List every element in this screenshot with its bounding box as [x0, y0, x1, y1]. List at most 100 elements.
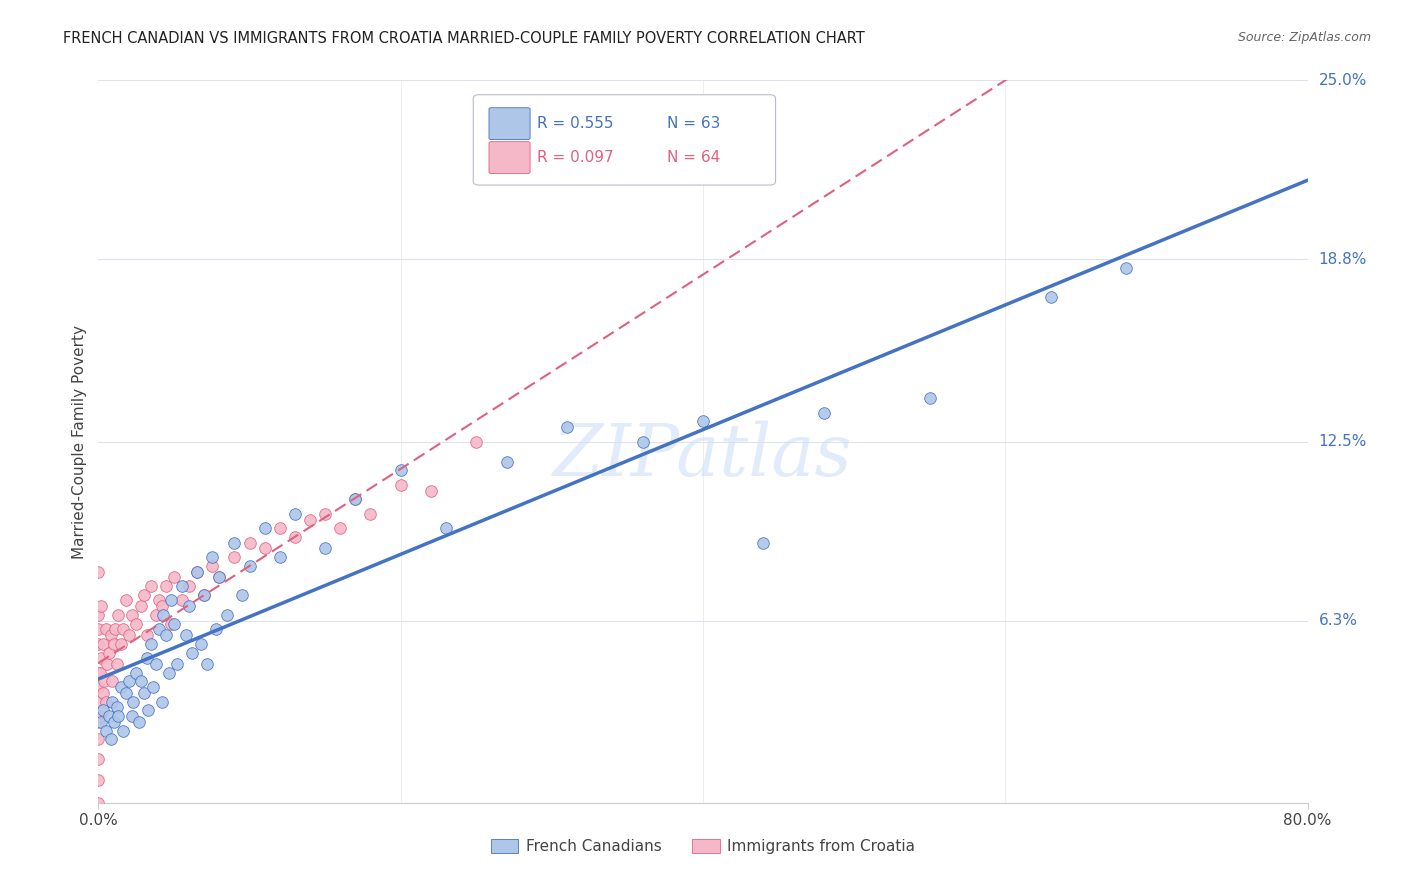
Point: [91, 686, 114, 700]
Legend: French Canadians, Immigrants from Croatia: French Canadians, Immigrants from Croati…: [485, 833, 921, 860]
Point: [163, 570, 186, 584]
Text: FRENCH CANADIAN VS IMMIGRANTS FROM CROATIA MARRIED-COUPLE FAMILY POVERTY CORRELA: FRENCH CANADIAN VS IMMIGRANTS FROM CROAT…: [63, 31, 865, 46]
Point: [201, 550, 224, 565]
FancyBboxPatch shape: [474, 95, 776, 185]
Point: [179, 579, 201, 593]
Point: [141, 579, 163, 593]
Point: [135, 628, 157, 642]
Point: [125, 665, 148, 680]
Point: [132, 686, 155, 700]
Point: [142, 680, 165, 694]
Point: [174, 628, 197, 642]
Point: [186, 565, 208, 579]
Point: [239, 558, 262, 573]
Point: [107, 607, 129, 622]
Point: [96, 657, 118, 671]
Point: [145, 657, 167, 671]
Point: [87, 607, 110, 622]
Point: [94, 695, 117, 709]
Point: [105, 657, 128, 671]
Point: [128, 714, 150, 729]
Point: [163, 616, 186, 631]
Point: [135, 651, 157, 665]
Point: [136, 703, 159, 717]
FancyBboxPatch shape: [489, 108, 530, 139]
Point: [179, 599, 201, 614]
Point: [101, 674, 124, 689]
Point: [1039, 290, 1062, 304]
Point: [208, 570, 231, 584]
Point: [90, 651, 112, 665]
Point: [94, 623, 117, 637]
Point: [107, 709, 129, 723]
Point: [314, 507, 336, 521]
Point: [114, 686, 136, 700]
Point: [87, 623, 110, 637]
Point: [148, 623, 170, 637]
Point: [160, 616, 183, 631]
Text: N = 64: N = 64: [666, 150, 720, 165]
Point: [918, 391, 941, 405]
Point: [299, 512, 322, 526]
Point: [89, 709, 111, 723]
Point: [159, 665, 181, 680]
Point: [111, 623, 134, 637]
Point: [170, 593, 193, 607]
Point: [121, 607, 143, 622]
Point: [87, 772, 110, 787]
Point: [813, 406, 835, 420]
Text: 6.3%: 6.3%: [1319, 613, 1358, 628]
Point: [190, 637, 212, 651]
Point: [90, 714, 112, 729]
Point: [160, 593, 183, 607]
Point: [269, 521, 291, 535]
Point: [170, 579, 193, 593]
Point: [91, 637, 114, 651]
Point: [110, 680, 132, 694]
Point: [155, 628, 177, 642]
Point: [555, 420, 578, 434]
Point: [129, 674, 152, 689]
Text: R = 0.097: R = 0.097: [537, 150, 614, 165]
Text: 12.5%: 12.5%: [1319, 434, 1367, 449]
Point: [420, 483, 443, 498]
Point: [89, 665, 111, 680]
Point: [145, 607, 167, 622]
Point: [284, 507, 307, 521]
Point: [329, 521, 352, 535]
Y-axis label: Married-Couple Family Poverty: Married-Couple Family Poverty: [72, 325, 87, 558]
Point: [344, 492, 367, 507]
Point: [87, 732, 110, 747]
Point: [114, 593, 136, 607]
Point: [752, 535, 775, 549]
Point: [215, 607, 238, 622]
Point: [155, 579, 177, 593]
Point: [122, 695, 145, 709]
Point: [132, 588, 155, 602]
Point: [91, 703, 114, 717]
Point: [181, 646, 204, 660]
Point: [100, 628, 122, 642]
Point: [150, 599, 173, 614]
Point: [87, 695, 110, 709]
Point: [269, 550, 291, 565]
Point: [231, 588, 253, 602]
Text: N = 63: N = 63: [666, 116, 720, 131]
Point: [1115, 261, 1137, 276]
Point: [148, 593, 170, 607]
Point: [465, 434, 488, 449]
Text: Source: ZipAtlas.com: Source: ZipAtlas.com: [1237, 31, 1371, 45]
Point: [224, 550, 246, 565]
Point: [87, 796, 110, 810]
Point: [344, 492, 367, 507]
Point: [186, 565, 208, 579]
Point: [100, 732, 122, 747]
Point: [94, 723, 117, 738]
Point: [87, 714, 110, 729]
Text: ZIPatlas: ZIPatlas: [553, 421, 853, 491]
Point: [152, 607, 174, 622]
Point: [692, 414, 714, 428]
Point: [150, 695, 173, 709]
Point: [118, 674, 141, 689]
Point: [103, 637, 125, 651]
